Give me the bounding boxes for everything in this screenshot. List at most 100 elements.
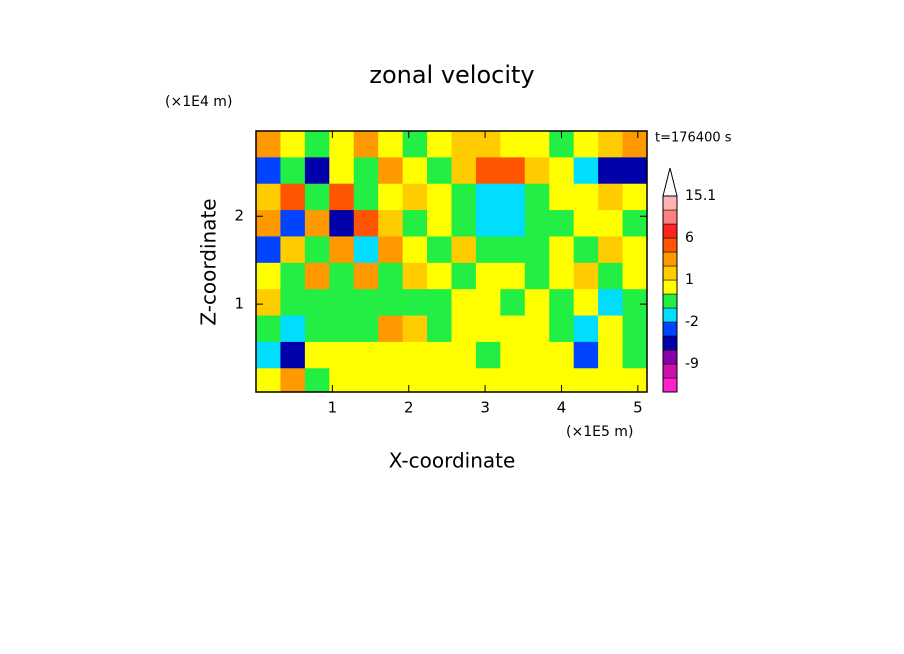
contour-cell	[304, 368, 330, 393]
contour-cell	[598, 315, 624, 343]
contour-cell	[573, 315, 599, 343]
contour-cell	[598, 289, 624, 317]
contour-cell	[402, 262, 428, 290]
contour-cell	[475, 236, 501, 264]
contour-cell	[475, 183, 501, 211]
contour-cell	[598, 341, 624, 369]
x-tick-label: 4	[557, 399, 567, 417]
contour-cell	[524, 262, 550, 290]
contour-cell	[598, 368, 624, 393]
contour-cell	[549, 183, 575, 211]
contour-cell	[329, 368, 355, 393]
contour-cell	[427, 289, 452, 317]
contour-cell	[524, 210, 550, 237]
contour-cell	[256, 289, 281, 317]
colorbar-bin	[662, 265, 678, 281]
contour-cell	[280, 131, 306, 158]
contour-cell	[549, 236, 575, 264]
contour-cell	[427, 315, 452, 343]
contour-cell	[622, 183, 648, 211]
contour-cell	[573, 131, 599, 158]
colorbar-tick-label: 6	[685, 230, 694, 246]
colorbar-bin	[662, 307, 678, 323]
contour-cell	[598, 157, 624, 185]
x-tick-label: 1	[328, 399, 338, 417]
contour-cell	[378, 289, 404, 317]
contour-cell	[378, 262, 404, 290]
colorbar-tick-label: 1	[685, 272, 694, 288]
y-unit: (×1E4 m)	[165, 94, 232, 110]
contour-cell	[475, 289, 501, 317]
contour-cell	[573, 368, 599, 393]
colorbar-bin	[662, 363, 678, 379]
contour-cell	[451, 210, 477, 237]
contour-cell	[524, 183, 550, 211]
contour-cell	[622, 236, 648, 264]
y-tick-label: 2	[234, 207, 244, 225]
contour-cell	[427, 131, 452, 158]
contour-cell	[573, 341, 599, 369]
contour-cell	[500, 157, 526, 185]
contour-cell	[427, 341, 452, 369]
x-tick-label: 3	[480, 399, 490, 417]
contour-cell	[475, 157, 501, 185]
contour-cell	[475, 315, 501, 343]
contour-cell	[256, 236, 281, 264]
contour-cell	[427, 157, 452, 185]
contour-cell	[524, 289, 550, 317]
contour-cell	[329, 289, 355, 317]
contour-cell	[304, 210, 330, 237]
contour-cell	[573, 236, 599, 264]
contour-cell	[329, 131, 355, 158]
contour-cell	[500, 262, 526, 290]
contour-cell	[451, 236, 477, 264]
contour-cell	[500, 368, 526, 393]
contour-cell	[353, 315, 379, 343]
contour-cell	[353, 183, 379, 211]
colorbar-frame	[662, 195, 678, 393]
colorbar-bin	[662, 293, 678, 309]
contour-cell	[402, 289, 428, 317]
contour-cell	[402, 341, 428, 369]
contour-cell	[378, 315, 404, 343]
contour-cell	[524, 368, 550, 393]
contour-cell	[402, 368, 428, 393]
contour-cell	[329, 315, 355, 343]
contour-cell	[500, 315, 526, 343]
contour-cell	[451, 368, 477, 393]
contour-cell	[549, 157, 575, 185]
contour-cell	[598, 183, 624, 211]
colorbar-bin	[662, 209, 678, 225]
contour-cell	[598, 262, 624, 290]
contour-cell	[500, 289, 526, 317]
contour-cell	[598, 210, 624, 237]
contour-cell	[427, 262, 452, 290]
contour-cell	[256, 315, 281, 343]
contour-cell	[622, 131, 648, 158]
contour-cell	[329, 341, 355, 369]
contour-cell	[451, 183, 477, 211]
contour-cell	[280, 341, 306, 369]
contour-cell	[353, 210, 379, 237]
contour-cell	[304, 157, 330, 185]
contour-cell	[475, 341, 501, 369]
contour-cell	[475, 131, 501, 158]
contour-cell	[378, 368, 404, 393]
colorbar-bin	[662, 335, 678, 351]
contour-cell	[353, 236, 379, 264]
contour-cell	[500, 236, 526, 264]
contour-cell	[475, 210, 501, 237]
contour-cell	[304, 289, 330, 317]
contour-cell	[427, 210, 452, 237]
time-label: t=176400 s	[655, 131, 732, 146]
contour-cell	[280, 210, 306, 237]
contour-cell	[427, 236, 452, 264]
contour-cell	[353, 341, 379, 369]
contour-cell	[451, 315, 477, 343]
contour-cell	[280, 262, 306, 290]
contour-cell	[549, 341, 575, 369]
colorbar-extend	[662, 167, 678, 197]
contour-cell	[451, 262, 477, 290]
contour-cell	[304, 341, 330, 369]
